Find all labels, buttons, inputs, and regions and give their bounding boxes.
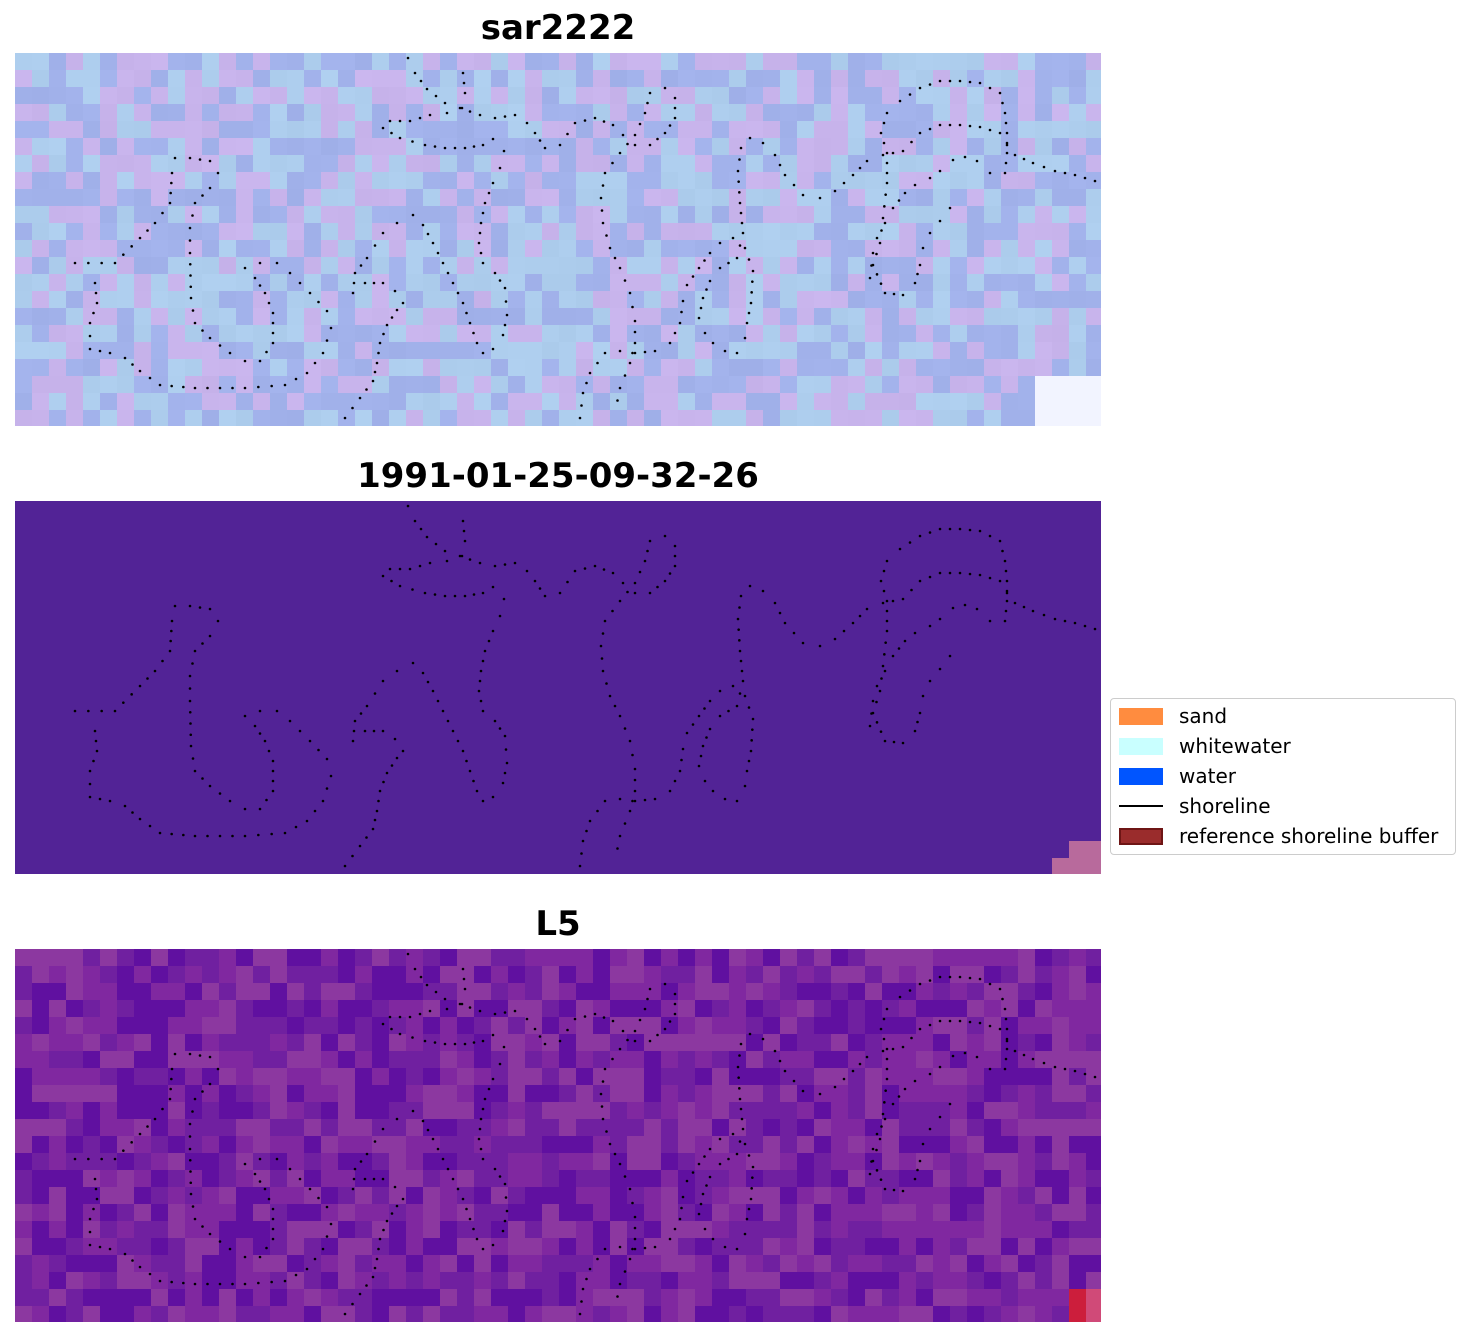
legend-item-shoreline: shoreline: [1119, 791, 1271, 821]
shoreline-dots: [73, 952, 1097, 1316]
panel-title-rgb: sar2222: [480, 8, 636, 48]
legend-label-sand: sand: [1179, 704, 1228, 728]
legend-item-whitewater: whitewater: [1119, 731, 1291, 761]
index-image: [15, 949, 1101, 1322]
shoreline-dots: [73, 56, 1097, 420]
legend-label-whitewater: whitewater: [1179, 734, 1291, 758]
panel-title-index: L5: [535, 904, 581, 944]
legend-label-water: water: [1179, 764, 1236, 788]
sand-swatch: [1119, 707, 1163, 725]
legend-item-sand: sand: [1119, 701, 1227, 731]
legend-label-reference-buffer: reference shoreline buffer: [1179, 824, 1439, 848]
legend-label-shoreline: shoreline: [1179, 794, 1271, 818]
shoreline-line-swatch: [1119, 805, 1163, 807]
classified-image: [15, 501, 1101, 874]
reference-buffer-swatch: [1119, 827, 1163, 845]
panel-title-classified: 1991-01-25-09-32-26: [357, 456, 759, 496]
water-swatch: [1119, 767, 1163, 785]
legend: sand whitewater water shoreline referenc…: [1110, 698, 1456, 855]
legend-item-reference-buffer: reference shoreline buffer: [1119, 821, 1438, 851]
whitewater-swatch: [1119, 737, 1163, 755]
shoreline-dots: [73, 504, 1097, 868]
rgb-satellite-image: [15, 53, 1101, 426]
legend-item-water: water: [1119, 761, 1236, 791]
